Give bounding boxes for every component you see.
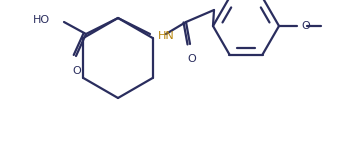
- Text: HN: HN: [158, 31, 175, 41]
- Text: O: O: [188, 54, 196, 64]
- Text: HO: HO: [33, 15, 50, 25]
- Text: O: O: [301, 21, 310, 31]
- Text: O: O: [73, 66, 81, 76]
